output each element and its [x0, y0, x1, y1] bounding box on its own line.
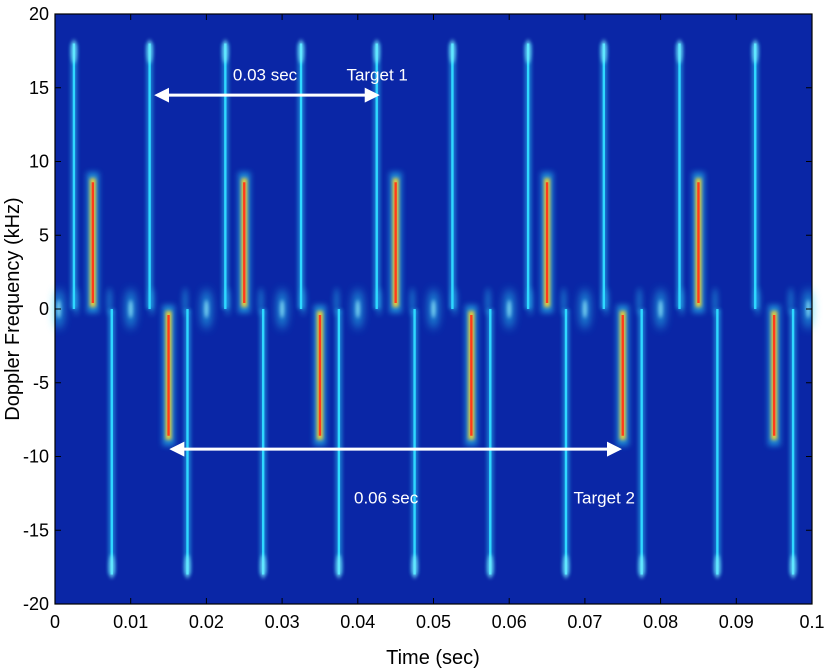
strong-flash-down-mark [768, 305, 781, 446]
faint-flash-up-mark [751, 39, 759, 309]
x-tick-label: 0.08 [643, 612, 678, 632]
side-streak-mark [452, 287, 458, 316]
faint-flash-down-mark [789, 309, 797, 579]
faint-flash-up-mark [70, 39, 78, 309]
body-blob-mark [579, 289, 590, 329]
faint-flash-up-mark [373, 39, 381, 309]
y-axis-label: Doppler Frequency (kHz) [2, 197, 24, 420]
y-tick-label: -20 [23, 594, 49, 614]
side-streak-mark [107, 287, 113, 316]
side-streak-mark [712, 287, 718, 316]
side-streak-mark [527, 287, 533, 316]
x-tick-label: 0.06 [492, 612, 527, 632]
body-blob-mark [277, 289, 288, 329]
side-streak-mark [485, 287, 491, 316]
faint-flash-up-mark [448, 39, 456, 309]
x-tick-label: 0.07 [567, 612, 602, 632]
strong-flash-down-mark [162, 305, 175, 446]
y-tick-label: 0 [39, 299, 49, 319]
y-tick-label: 10 [29, 152, 49, 172]
faint-flash-up-mark [524, 39, 532, 309]
side-streak-mark [679, 287, 685, 316]
y-tick-label: 5 [39, 225, 49, 245]
faint-flash-down-mark [335, 309, 343, 579]
strong-flash-down-mark [616, 305, 629, 446]
faint-flash-up-mark [676, 39, 684, 309]
strong-flash-up-mark [692, 172, 705, 313]
annotation-label: Target 1 [346, 65, 407, 84]
annotations: 0.03 sec Target 1 0.06 sec Target 2 [233, 65, 635, 507]
y-tick-label: 20 [29, 4, 49, 24]
x-tick-label: 0.01 [113, 612, 148, 632]
faint-flash-up-mark [297, 39, 305, 309]
side-streak-mark [603, 287, 609, 316]
body-blob-mark [201, 289, 212, 329]
body-blob-mark [504, 289, 515, 329]
x-axis-ticks: 0 0.01 0.02 0.03 0.04 0.05 0.06 0.07 0.08 0.09 0.1 [50, 14, 825, 632]
faint-flash-down-mark [108, 309, 116, 579]
strong-flash-up-mark [389, 172, 402, 313]
annotation-label: 0.06 sec [354, 489, 419, 508]
faint-flash-down-mark [183, 309, 191, 579]
strong-flash-down-mark [465, 305, 478, 446]
faint-flash-down-mark [562, 309, 570, 579]
faint-flash-down-mark [486, 309, 494, 579]
annotation-label: Target 2 [574, 489, 635, 508]
side-streak-mark [754, 287, 760, 316]
body-blob-mark [125, 289, 136, 329]
annotation-arrows [154, 87, 622, 457]
side-streak-mark [376, 287, 382, 316]
x-tick-label: 0.05 [416, 612, 451, 632]
side-streak-mark [300, 287, 306, 316]
body-blob-mark [655, 289, 666, 329]
y-tick-label: -15 [23, 520, 49, 540]
x-tick-label: 0.02 [189, 612, 224, 632]
side-streak-mark [409, 287, 415, 316]
x-tick-label: 0.03 [265, 612, 300, 632]
x-tick-label: 0.04 [340, 612, 375, 632]
faint-flash-down-mark [259, 309, 267, 579]
side-streak-mark [149, 287, 155, 316]
faint-flash-up-mark [221, 39, 229, 309]
faint-flash-up-mark [600, 39, 608, 309]
strong-flash-up-mark [541, 172, 554, 313]
side-streak-mark [788, 287, 794, 316]
y-axis-ticks: 20 15 10 5 0 -5 -10 -15 -20 [23, 4, 812, 614]
side-streak-mark [258, 287, 264, 316]
y-tick-label: 15 [29, 78, 49, 98]
x-tick-label: 0.09 [719, 612, 754, 632]
strong-flash-up-mark [86, 172, 99, 313]
faint-flash-down-mark [638, 309, 646, 579]
strong-flash-down-mark [313, 305, 326, 446]
side-streak-mark [225, 287, 231, 316]
body-blob-mark [352, 289, 363, 329]
side-streak-mark [334, 287, 340, 316]
x-tick-label: 0.1 [799, 612, 824, 632]
annotation-label: 0.03 sec [233, 65, 298, 84]
x-axis-label: Time (sec) [386, 647, 480, 669]
side-streak-mark [636, 287, 642, 316]
strong-flash-up-mark [238, 172, 251, 313]
body-blob-mark [428, 289, 439, 329]
faint-flash-down-mark [713, 309, 721, 579]
x-tick-label: 0 [50, 612, 60, 632]
y-tick-label: -5 [33, 373, 49, 393]
y-tick-label: -10 [23, 447, 49, 467]
side-streak-mark [73, 287, 79, 316]
faint-flash-up-mark [146, 39, 154, 309]
faint-flash-down-mark [411, 309, 419, 579]
side-streak-mark [182, 287, 188, 316]
side-streak-mark [561, 287, 567, 316]
